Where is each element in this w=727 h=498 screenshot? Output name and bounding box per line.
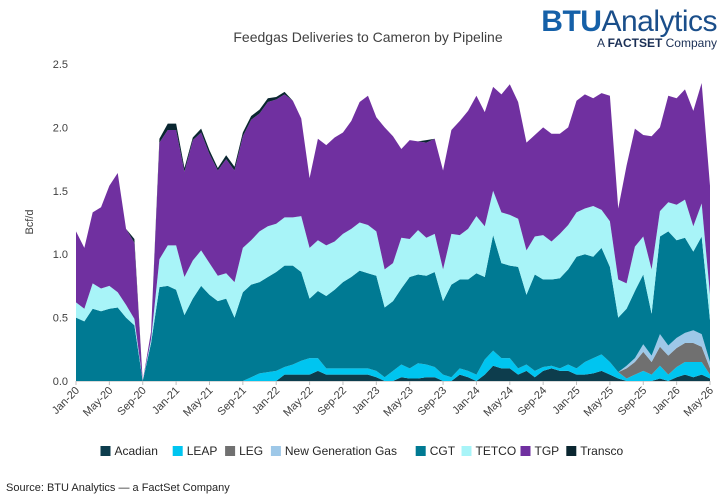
legend-swatch xyxy=(172,446,183,456)
source-note: Source: BTU Analytics — a FactSet Compan… xyxy=(6,482,230,494)
y-axis-title: Bcf/d xyxy=(24,209,36,234)
legend-label: New Generation Gas xyxy=(285,444,397,458)
y-tick-label: 1.0 xyxy=(53,249,68,261)
legend-label: TGP xyxy=(535,444,560,458)
brand-logo-strong: BTU xyxy=(541,5,602,38)
legend-swatch xyxy=(461,446,472,456)
x-tick-label: Sep-22 xyxy=(315,385,349,419)
brand-logo-sub: A FACTSET Company xyxy=(541,36,717,50)
y-tick-label: 0.5 xyxy=(53,313,68,325)
x-tick-label: May-26 xyxy=(682,385,716,419)
legend-label: Acadian xyxy=(115,444,158,458)
legend-label: CGT xyxy=(430,444,456,458)
legend-label: LEG xyxy=(239,444,263,458)
legend-label: TETCO xyxy=(476,444,517,458)
area-series-acadian xyxy=(76,365,710,381)
x-tick-label: Sep-20 xyxy=(115,385,149,419)
x-tick-label: May-24 xyxy=(481,385,515,419)
x-tick-label: Sep-23 xyxy=(416,385,450,419)
x-tick-label: May-23 xyxy=(381,385,415,419)
area-series-cgt xyxy=(76,231,710,381)
x-tick-label: Sep-21 xyxy=(215,385,249,419)
y-tick-label: 0.0 xyxy=(53,376,68,388)
x-tick-label: Jan-26 xyxy=(650,385,682,417)
brand-sub-strong: FACTSET xyxy=(607,36,663,50)
x-tick-label: May-21 xyxy=(181,385,215,419)
brand-sub-rest: Company xyxy=(662,36,717,50)
brand-logo: BTUAnalytics A FACTSET Company xyxy=(541,6,717,51)
x-tick-label: Jan-20 xyxy=(50,385,82,417)
x-tick-label: Jan-21 xyxy=(150,385,182,417)
legend-swatch xyxy=(520,446,531,456)
x-tick-label: Jan-24 xyxy=(450,385,482,417)
brand-logo-main: BTUAnalytics xyxy=(541,6,717,38)
area-series-tgp xyxy=(76,83,710,382)
x-tick-label: Jan-23 xyxy=(350,385,382,417)
brand-sub-prefix: A xyxy=(596,36,608,50)
legend-swatch xyxy=(225,446,236,456)
legend-swatch xyxy=(270,446,281,456)
x-tick-label: Jan-22 xyxy=(250,385,282,417)
legend: Acadian LEAP LEG New Generation Gas CGT TETCO… xyxy=(100,444,624,458)
legend-label: Transco xyxy=(580,444,623,458)
x-tick-label: Jan-25 xyxy=(550,385,582,417)
legend-swatch xyxy=(100,446,111,456)
area-series-tetco xyxy=(76,190,710,381)
x-tick-label: Sep-25 xyxy=(616,385,650,419)
legend-swatch xyxy=(415,446,426,456)
legend-swatch xyxy=(566,446,577,456)
x-tick-label: May-22 xyxy=(281,385,315,419)
y-tick-label: 2.0 xyxy=(53,122,68,134)
area-series-leap xyxy=(76,350,710,381)
y-tick-label: 1.5 xyxy=(53,186,68,198)
x-tick-label: Sep-24 xyxy=(516,385,550,419)
legend-label: LEAP xyxy=(187,444,218,458)
y-axis-ticks: 0.0 0.5 1.0 1.5 2.0 2.5 xyxy=(53,59,68,388)
x-tick-label: May-20 xyxy=(81,385,115,419)
plot-areas xyxy=(76,83,710,382)
chart-title: Feedgas Deliveries to Cameron by Pipelin… xyxy=(233,29,502,45)
x-tick-label: May-25 xyxy=(582,385,616,419)
y-tick-label: 2.5 xyxy=(53,59,68,71)
brand-logo-rest: Analytics xyxy=(601,5,717,38)
